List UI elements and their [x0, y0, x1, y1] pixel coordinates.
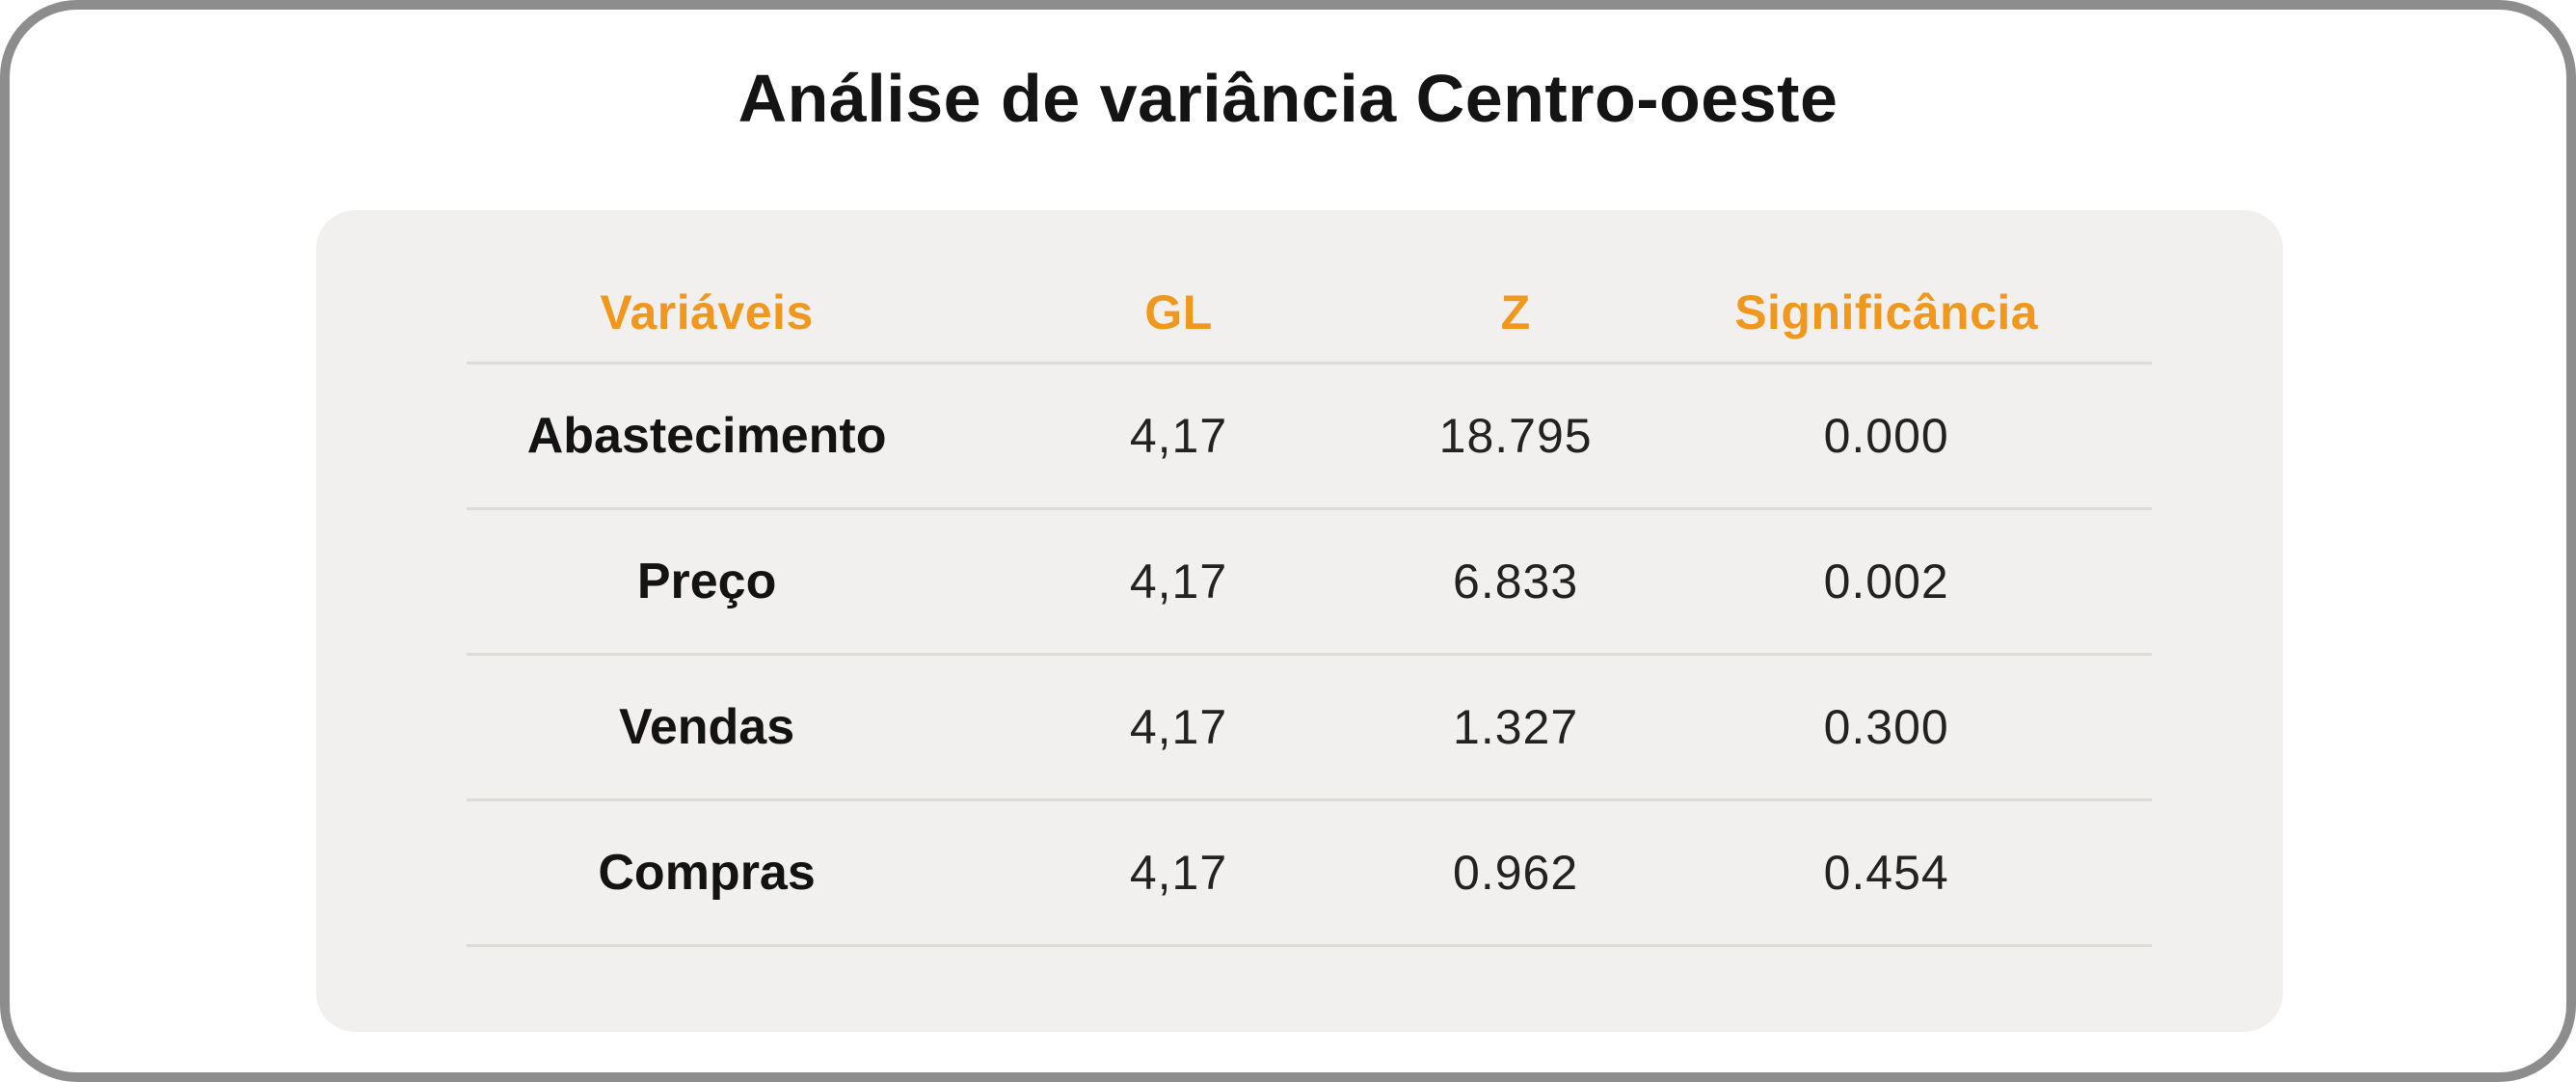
column-header-z: Z [1500, 285, 1531, 339]
row-variable-label: Vendas [619, 699, 795, 755]
row-sig-value: 0.002 [1823, 555, 1949, 609]
row-variable-label: Preço [636, 554, 777, 609]
row-gl-value: 4,17 [1129, 846, 1228, 900]
row-z-value: 6.833 [1453, 555, 1579, 609]
table-panel: Variáveis GL Z Significância Abastecimen… [316, 210, 2283, 1032]
row-sig-value: 0.300 [1823, 700, 1949, 754]
row-gl-value: 4,17 [1129, 700, 1228, 754]
table-row: Preço 4,17 6.833 0.002 [467, 510, 2152, 656]
row-sig-value: 0.454 [1823, 846, 1949, 900]
row-variable-label: Compras [598, 845, 816, 901]
row-gl-value: 4,17 [1129, 409, 1228, 463]
row-sig-value: 0.000 [1823, 409, 1949, 463]
table-row: Abastecimento 4,17 18.795 0.000 [467, 365, 2152, 510]
column-header-gl: GL [1144, 285, 1213, 339]
anova-table: Variáveis GL Z Significância Abastecimen… [467, 210, 2152, 947]
column-header-variaveis: Variáveis [600, 285, 814, 339]
table-header-row: Variáveis GL Z Significância [467, 210, 2152, 365]
table-row: Compras 4,17 0.962 0.454 [467, 801, 2152, 947]
row-z-value: 0.962 [1453, 846, 1579, 900]
row-gl-value: 4,17 [1129, 555, 1228, 609]
page-title: Análise de variância Centro-oeste [738, 61, 1838, 136]
table-body: Abastecimento 4,17 18.795 0.000 Preço 4,… [467, 365, 2152, 947]
row-z-value: 1.327 [1453, 700, 1579, 754]
row-variable-label: Abastecimento [526, 408, 887, 464]
table-row: Vendas 4,17 1.327 0.300 [467, 656, 2152, 801]
column-header-significancia: Significância [1734, 285, 2039, 339]
row-z-value: 18.795 [1438, 409, 1593, 463]
